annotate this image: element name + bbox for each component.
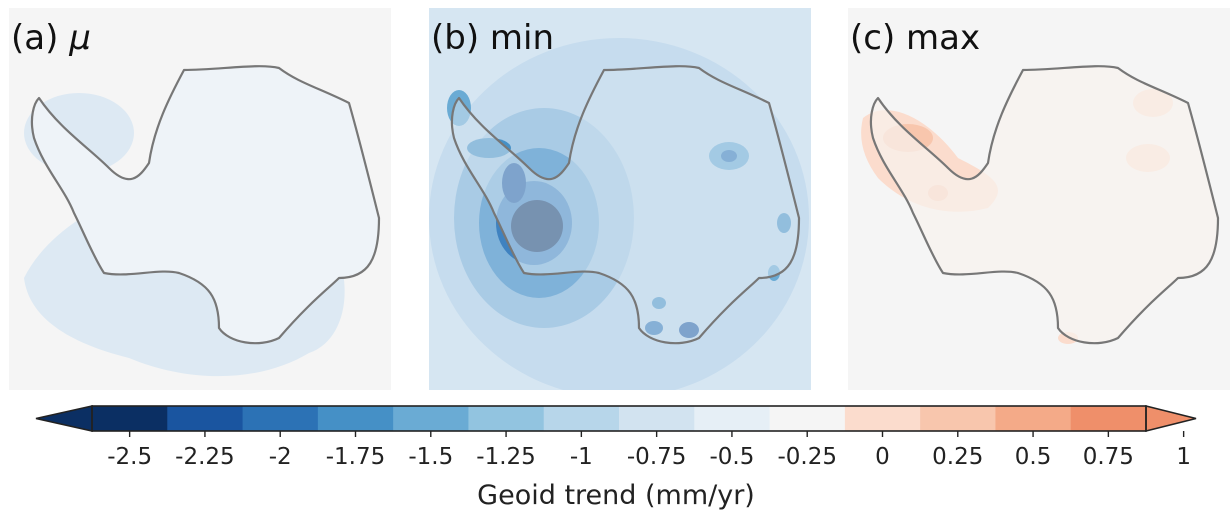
colorbar-bin (468, 406, 545, 431)
colorbar-bin (543, 406, 620, 431)
colorbar-tick-label: 0 (875, 444, 890, 470)
colorbar-bin (242, 406, 319, 431)
map-panel-max: (c) max (848, 8, 1230, 390)
colorbar-bin (844, 406, 921, 431)
colorbar-tick-label: 0.75 (1082, 444, 1134, 470)
colorbar-bin (167, 406, 244, 431)
colorbar-tick-label: -0.5 (709, 444, 755, 470)
colorbar-bin (920, 406, 996, 431)
colorbar-label: Geoid trend (mm/yr) (477, 480, 755, 511)
colorbar-tick-label: -1.75 (325, 444, 386, 470)
colorbar-tick-label: -2 (268, 444, 292, 470)
colorbar-bin (619, 406, 695, 431)
colorbar-bin (1070, 406, 1147, 431)
panel-label-b: (b) min (431, 18, 554, 58)
colorbar-frame (91, 405, 1147, 432)
colorbar-tick-label: -1.25 (476, 444, 536, 470)
colorbar-tick-label: 0.25 (932, 444, 984, 470)
colorbar-extend-right (1145, 404, 1197, 433)
colorbar-extend-left (35, 405, 93, 432)
map-panel-mean: (a) μ (9, 8, 391, 390)
antarctica-map-min (429, 8, 811, 390)
colorbar-bin (995, 406, 1072, 431)
panel-label-a: (a) μ (11, 18, 91, 58)
colorbar-bin (92, 406, 168, 431)
colorbar-tick-label: 1 (1176, 444, 1191, 470)
colorbar-tick-label: -2.5 (107, 444, 153, 470)
colorbar-bin (317, 406, 394, 431)
colorbar-bin (769, 406, 846, 431)
map-panel-min: (b) min (429, 8, 811, 390)
colorbar-tick-label: -0.75 (626, 444, 687, 470)
colorbar-bin (694, 406, 771, 431)
colorbar-tick-label: 0.5 (1014, 444, 1052, 470)
panel-label-b-text: (b) min (431, 18, 555, 58)
panel-label-a-symbol: μ (69, 18, 91, 58)
colorbar-bins (92, 406, 1147, 431)
colorbar-ticks (128, 431, 1185, 437)
panel-label-a-text: (a) (11, 18, 59, 58)
colorbar-tick-label: -1 (569, 444, 593, 470)
panel-label-c-text: (c) max (850, 18, 981, 58)
colorbar-tick-label: -2.25 (175, 444, 235, 470)
colorbar-tick-label: -1.5 (408, 444, 454, 470)
antarctica-map-max (861, 65, 1220, 345)
panel-label-c: (c) max (850, 18, 980, 58)
colorbar-bin (393, 406, 469, 431)
colorbar-tick-label: -0.25 (777, 444, 837, 470)
antarctica-map-mean (24, 65, 381, 377)
colorbar (35, 404, 1197, 437)
